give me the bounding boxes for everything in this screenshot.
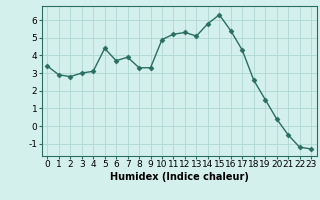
X-axis label: Humidex (Indice chaleur): Humidex (Indice chaleur) xyxy=(110,172,249,182)
